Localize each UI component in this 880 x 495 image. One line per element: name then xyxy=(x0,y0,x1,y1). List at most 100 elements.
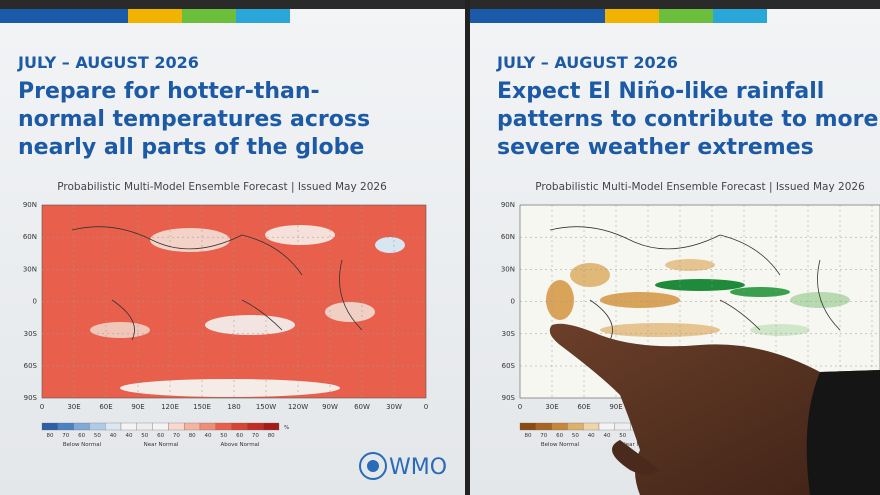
lon-label: 120W xyxy=(288,403,308,411)
logo-text: WMO xyxy=(389,455,447,480)
legend-tick: 40 xyxy=(205,433,212,439)
lon-label: 180 xyxy=(227,403,240,411)
legend-tick: 80 xyxy=(525,433,532,439)
wmo-logo: WMO xyxy=(359,452,447,480)
legend-tick: 50 xyxy=(572,433,579,439)
headline: normal temperatures across xyxy=(18,107,370,132)
lon-label: 0 xyxy=(40,403,44,411)
lon-label: 120E xyxy=(161,403,179,411)
date: JULY – AUGUST 2026 xyxy=(496,53,678,72)
legend-category: Above Normal xyxy=(221,442,260,448)
lat-label: 60S xyxy=(502,362,516,370)
lon-label: 150W xyxy=(256,403,276,411)
map-region xyxy=(750,324,810,336)
lat-label: 60S xyxy=(24,362,38,370)
lat-label: 30N xyxy=(23,265,37,273)
legend-tick: 50 xyxy=(94,433,101,439)
lon-label: 0 xyxy=(518,403,522,411)
legend-tick: 70 xyxy=(62,433,69,439)
map-region xyxy=(205,315,295,335)
legend-swatch xyxy=(215,422,232,431)
map-region xyxy=(120,379,340,397)
lat-label: 90N xyxy=(501,201,515,209)
headline: severe weather extremes xyxy=(497,135,814,160)
top-bar xyxy=(0,0,880,23)
legend-tick: 60 xyxy=(556,433,563,439)
legend-swatch xyxy=(247,422,264,431)
legend-tick: 80 xyxy=(189,433,196,439)
legend-tick: 80 xyxy=(268,433,275,439)
lat-label: 90S xyxy=(24,394,38,402)
legend-tick: 40 xyxy=(126,433,133,439)
coastline xyxy=(71,226,363,341)
map-region xyxy=(265,225,335,245)
map-region xyxy=(655,279,745,291)
legend-swatch xyxy=(567,422,584,431)
legend-swatch xyxy=(168,422,185,431)
lat-label: 0 xyxy=(511,298,515,306)
legend-swatch xyxy=(41,422,58,431)
hand xyxy=(549,323,880,495)
headline: nearly all parts of the globe xyxy=(18,135,364,160)
legend-swatch xyxy=(535,422,552,431)
legend-tick: 70 xyxy=(252,433,259,439)
legend-tick: 40 xyxy=(110,433,117,439)
map-region xyxy=(730,287,790,297)
headline: Expect El Niño-like rainfall xyxy=(497,79,824,104)
lat-label: 30S xyxy=(502,330,516,338)
headline: Prepare for hotter-than- xyxy=(18,79,320,104)
legend-category: Below Normal xyxy=(63,442,102,448)
legend-swatch xyxy=(519,422,536,431)
map-region xyxy=(325,302,375,322)
legend-tick: 60 xyxy=(236,433,243,439)
legend-swatch xyxy=(231,422,248,431)
legend-swatch xyxy=(89,422,106,431)
legend-category: Near Normal xyxy=(144,442,179,448)
lon-label: 30E xyxy=(67,403,80,411)
map-region xyxy=(790,292,850,308)
legend-swatch xyxy=(583,422,600,431)
legend-tick: 60 xyxy=(157,433,164,439)
legend-tick: 70 xyxy=(173,433,180,439)
subtitle: Probabilistic Multi-Model Ensemble Forec… xyxy=(57,181,387,193)
map-region xyxy=(600,292,680,308)
legend-tick: 80 xyxy=(47,433,54,439)
legend-tick: 40 xyxy=(588,433,595,439)
coastline xyxy=(549,226,841,341)
lat-label: 30S xyxy=(24,330,38,338)
lat-label: 90N xyxy=(23,201,37,209)
lon-label: 0 xyxy=(424,403,428,411)
lat-label: 0 xyxy=(33,298,37,306)
legend-tick: 60 xyxy=(78,433,85,439)
legend-tick: 50 xyxy=(619,433,626,439)
legend-swatch xyxy=(57,422,74,431)
map-region xyxy=(375,237,405,253)
lon-label: 60E xyxy=(577,403,590,411)
map xyxy=(41,204,427,399)
map-region xyxy=(546,280,574,320)
legend-swatch xyxy=(105,422,122,431)
legend-swatch xyxy=(199,422,216,431)
lat-label: 90S xyxy=(502,394,516,402)
legend-unit: % xyxy=(284,425,289,431)
lon-label: 90W xyxy=(322,403,338,411)
legend-swatch xyxy=(184,422,201,431)
lat-label: 60N xyxy=(501,233,515,241)
legend-swatch xyxy=(263,422,280,431)
bezel xyxy=(465,0,470,495)
legend-category: Below Normal xyxy=(541,442,580,448)
map-region xyxy=(665,259,715,271)
lon-label: 60E xyxy=(99,403,112,411)
lon-label: 150E xyxy=(193,403,211,411)
lat-label: 60N xyxy=(23,233,37,241)
lat-label: 30N xyxy=(501,265,515,273)
legend-tick: 70 xyxy=(540,433,547,439)
legend-swatch xyxy=(614,422,631,431)
map-region xyxy=(150,228,230,252)
lon-label: 90E xyxy=(609,403,622,411)
legend-swatch xyxy=(136,422,153,431)
legend-tick: 40 xyxy=(604,433,611,439)
lon-label: 60W xyxy=(354,403,370,411)
map-region xyxy=(600,323,720,337)
